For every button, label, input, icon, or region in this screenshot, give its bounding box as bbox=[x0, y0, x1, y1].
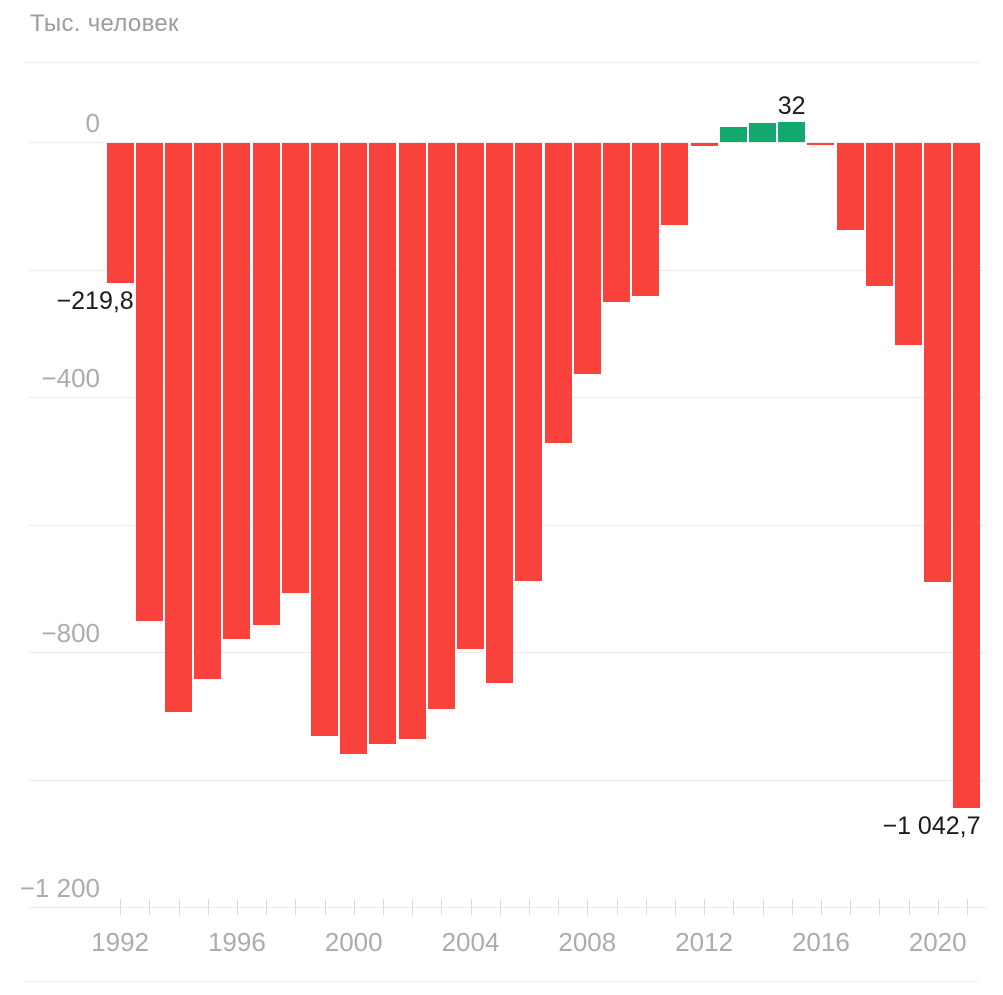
axis-tick-2018 bbox=[879, 899, 881, 915]
axis-tick-2019 bbox=[908, 899, 910, 915]
bar-2003 bbox=[427, 143, 455, 710]
bar-2014 bbox=[748, 122, 777, 142]
bar-1996 bbox=[223, 143, 251, 639]
axis-tick-2007 bbox=[558, 899, 560, 915]
axis-tick-1995 bbox=[207, 899, 209, 915]
axis-tick-1992 bbox=[120, 899, 122, 915]
bar-2008 bbox=[573, 143, 601, 374]
axis-tick-1999 bbox=[324, 899, 326, 915]
bottom-divider bbox=[24, 981, 978, 982]
y-axis-label: −1 200 bbox=[19, 873, 100, 903]
bar-1992 bbox=[106, 143, 134, 284]
y-axis-label: −400 bbox=[41, 363, 100, 393]
axis-tick-1997 bbox=[266, 899, 268, 915]
bar-1999 bbox=[310, 143, 339, 736]
axis-tick-2008 bbox=[587, 899, 589, 915]
x-axis-label-2016: 2016 bbox=[791, 927, 850, 957]
axis-tick-2016 bbox=[820, 899, 822, 915]
zero-gridline bbox=[28, 142, 986, 143]
x-axis-label-2004: 2004 bbox=[441, 927, 500, 957]
axis-tick-2010 bbox=[645, 899, 647, 915]
axis-tick-1998 bbox=[295, 899, 297, 915]
bar-2015 bbox=[778, 121, 806, 142]
axis-tick-2011 bbox=[674, 899, 676, 915]
axis-tick-2005 bbox=[499, 899, 501, 915]
gridline bbox=[28, 907, 986, 908]
axis-tick-2020 bbox=[937, 899, 939, 915]
axis-tick-2012 bbox=[704, 899, 706, 915]
bar-2006 bbox=[515, 143, 543, 581]
bar-2013 bbox=[719, 126, 747, 142]
value-label-1992: −219,8 bbox=[56, 287, 134, 316]
bar-2005 bbox=[486, 143, 514, 683]
bar-2011 bbox=[661, 143, 689, 226]
bar-1993 bbox=[135, 143, 163, 622]
axis-tick-2006 bbox=[528, 899, 530, 915]
axis-tick-1993 bbox=[149, 899, 151, 915]
x-axis-label-2012: 2012 bbox=[675, 927, 734, 957]
bar-2021 bbox=[953, 143, 981, 808]
axis-tick-2013 bbox=[733, 899, 735, 915]
top-divider bbox=[25, 62, 980, 63]
bar-1997 bbox=[252, 143, 280, 625]
bar-2007 bbox=[544, 143, 572, 443]
bar-2017 bbox=[836, 143, 864, 230]
value-label-2015: 32 bbox=[777, 91, 806, 120]
bar-2009 bbox=[602, 143, 631, 302]
chart-title: Тыс. человек bbox=[30, 10, 179, 37]
x-axis-label-1992: 1992 bbox=[91, 927, 150, 957]
x-axis-label-2008: 2008 bbox=[558, 927, 617, 957]
axis-tick-2015 bbox=[791, 899, 793, 915]
axis-tick-2000 bbox=[353, 899, 355, 915]
y-axis-label: 0 bbox=[85, 108, 100, 138]
bar-1998 bbox=[281, 143, 309, 593]
axis-tick-2021 bbox=[966, 899, 968, 915]
axis-tick-2009 bbox=[616, 899, 618, 915]
bar-2019 bbox=[894, 143, 923, 346]
bar-2010 bbox=[632, 143, 660, 296]
axis-tick-2002 bbox=[412, 899, 414, 915]
axis-tick-2004 bbox=[470, 899, 472, 915]
axis-tick-2003 bbox=[441, 899, 443, 915]
bar-2004 bbox=[456, 143, 485, 649]
bar-2012 bbox=[690, 143, 718, 146]
axis-tick-1994 bbox=[178, 899, 180, 915]
bar-2001 bbox=[369, 143, 397, 745]
bar-1995 bbox=[194, 143, 222, 679]
value-label-2021: −1 042,7 bbox=[882, 811, 981, 840]
x-axis-label-1996: 1996 bbox=[207, 927, 266, 957]
x-axis-label-2000: 2000 bbox=[324, 927, 383, 957]
bar-2002 bbox=[398, 143, 426, 740]
axis-tick-2001 bbox=[382, 899, 384, 915]
x-axis-label-2020: 2020 bbox=[908, 927, 967, 957]
gridline bbox=[28, 779, 986, 781]
bar-2018 bbox=[865, 143, 893, 287]
bar-2020 bbox=[924, 143, 952, 582]
axis-tick-2017 bbox=[850, 899, 852, 915]
axis-tick-2014 bbox=[762, 899, 764, 915]
bar-1994 bbox=[164, 143, 193, 713]
bar-2016 bbox=[807, 143, 835, 145]
y-axis-label: −800 bbox=[41, 618, 100, 648]
bar-2000 bbox=[340, 143, 368, 754]
axis-tick-1996 bbox=[236, 899, 238, 915]
